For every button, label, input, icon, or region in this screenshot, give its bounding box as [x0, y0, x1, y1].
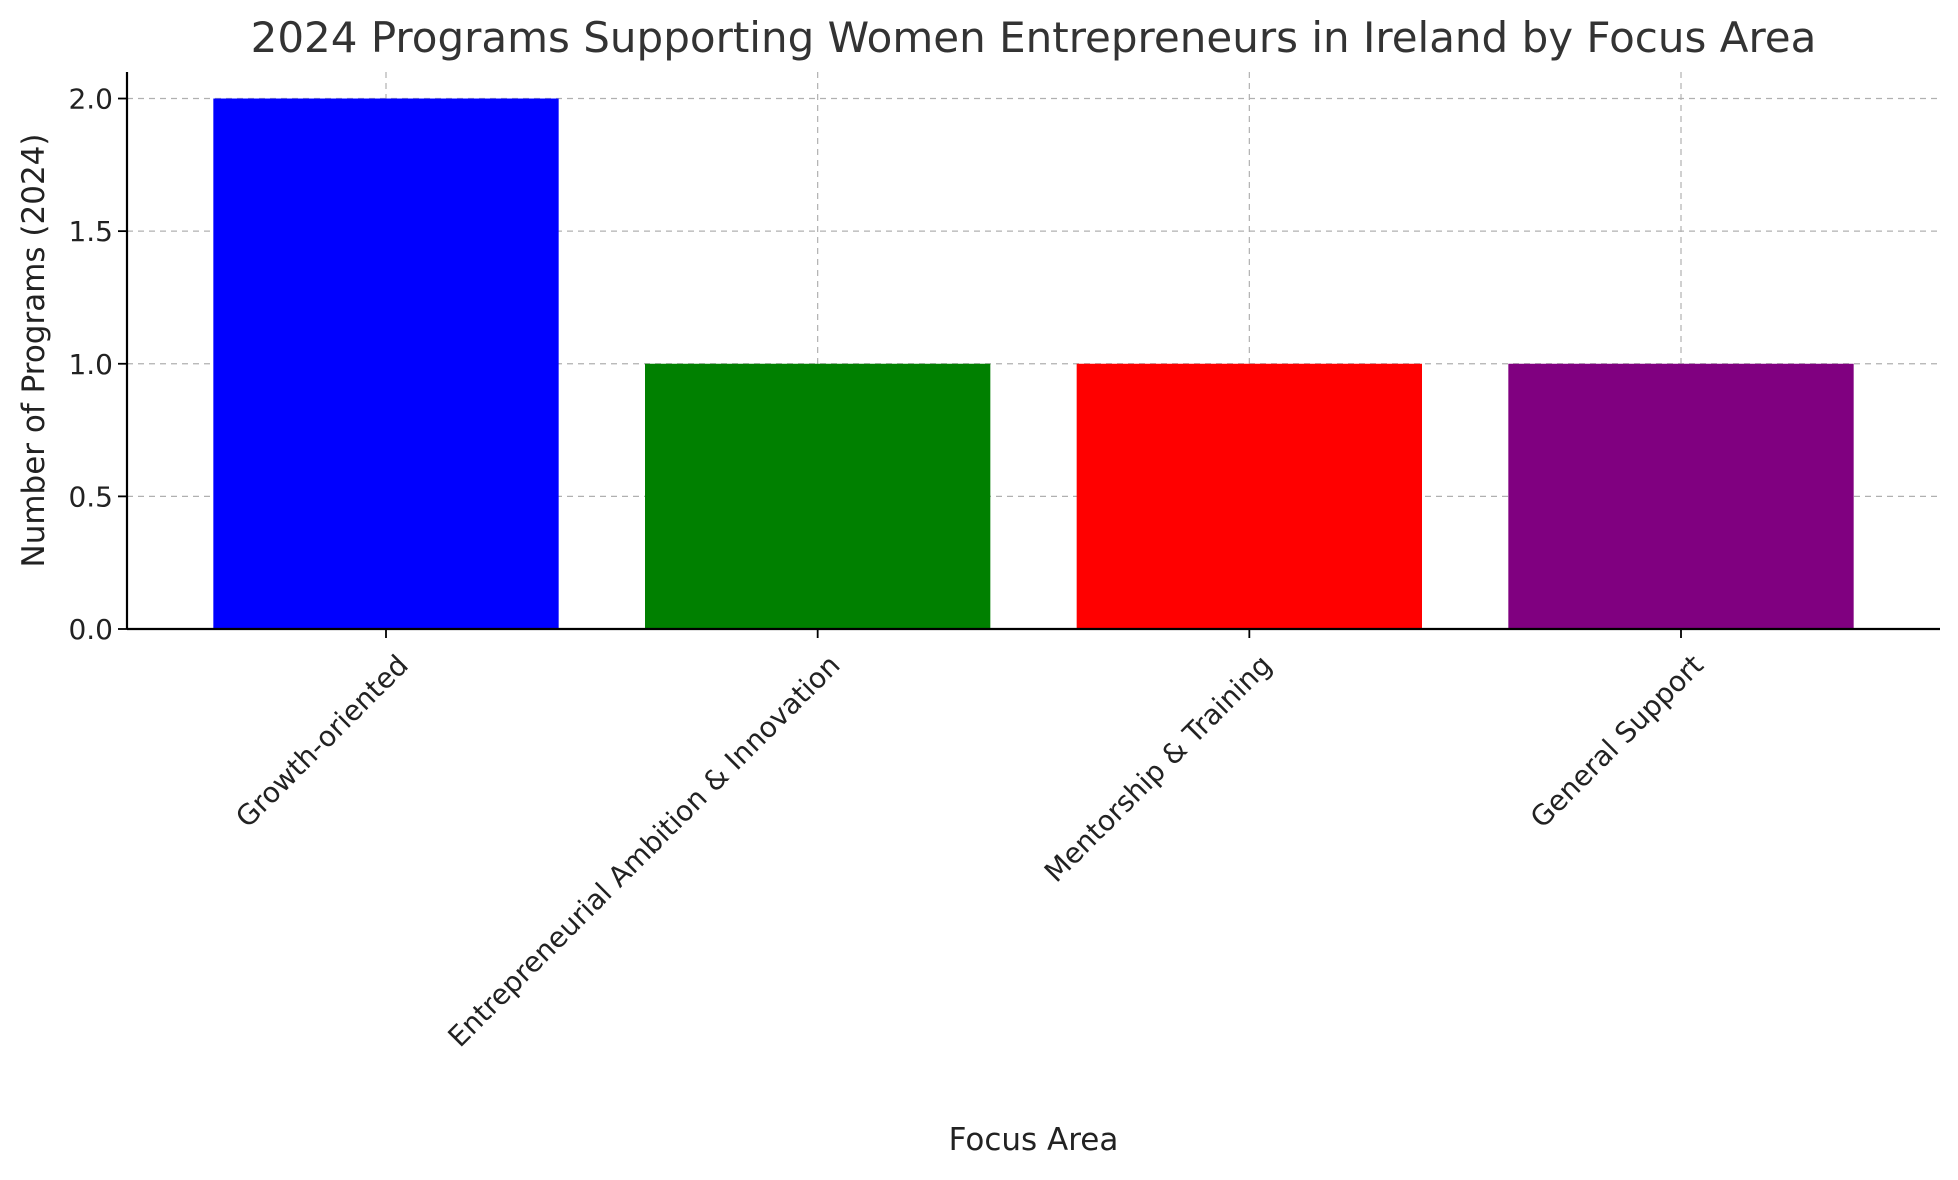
x-ticks: Growth-oriented Entrepreneurial Ambition …	[229, 629, 1710, 1053]
y-axis-label: Number of Programs (2024)	[16, 134, 52, 568]
bar-general-support	[1508, 363, 1854, 629]
x-tick-label: Growth-oriented	[229, 648, 415, 834]
x-axis-label: Focus Area	[949, 1122, 1119, 1158]
bar-mentorship-training	[1076, 363, 1422, 629]
bar-entrepreneurial-ambition-innovation	[645, 363, 991, 629]
x-tick-label: Entrepreneurial Ambition & Innovation	[441, 648, 846, 1053]
y-ticks: 0.0 0.5 1.0 1.5 2.0	[68, 83, 127, 646]
y-tick-label: 1.0	[68, 348, 113, 381]
x-tick-label: Mentorship & Training	[1038, 648, 1278, 888]
y-tick-label: 2.0	[68, 83, 113, 116]
chart-title: 2024 Programs Supporting Women Entrepren…	[251, 13, 1817, 62]
y-tick-label: 0.5	[68, 480, 113, 513]
y-tick-label: 1.5	[68, 215, 113, 248]
x-tick-label: General Support	[1524, 648, 1710, 834]
y-tick-label: 0.0	[68, 613, 113, 646]
bars	[213, 98, 1854, 630]
axes	[125, 72, 1940, 631]
bar-growth-oriented	[213, 98, 559, 630]
